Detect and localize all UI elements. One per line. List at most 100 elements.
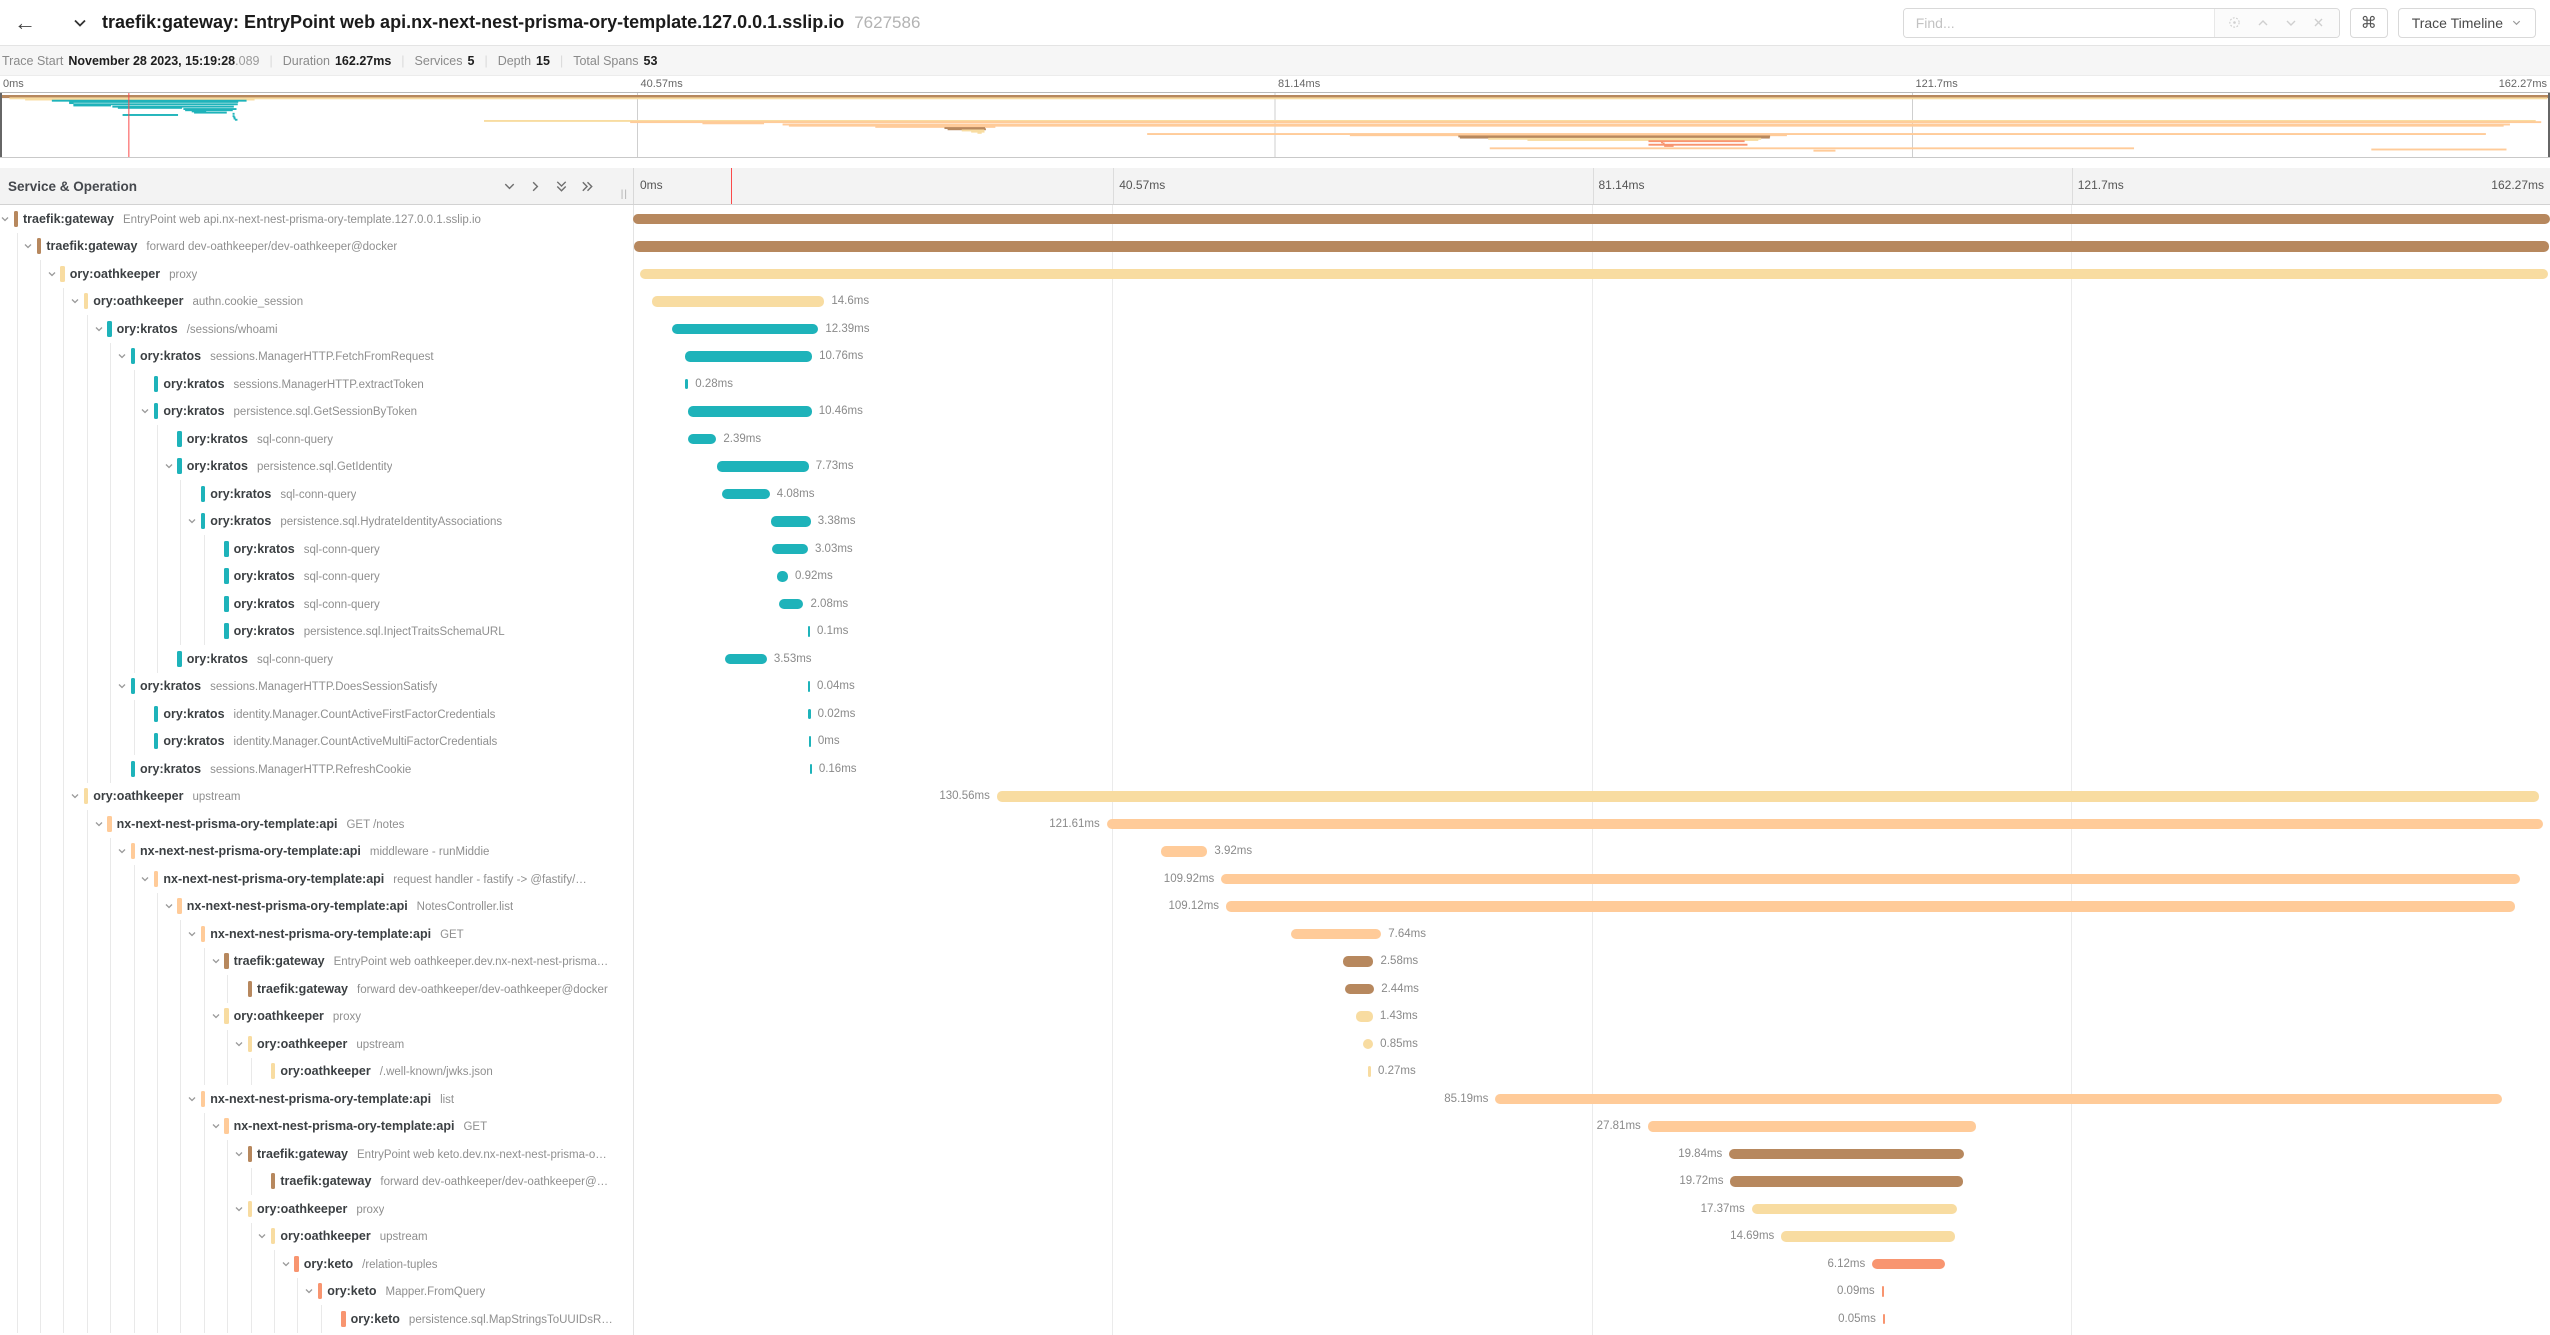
keyboard-shortcuts-button[interactable]: ⌘ xyxy=(2349,7,2388,38)
span-duration-bar[interactable] xyxy=(807,681,811,692)
span-duration-bar[interactable] xyxy=(1881,1286,1884,1297)
span-row[interactable]: nx-next-nest-prisma-ory-template:api Note… xyxy=(0,892,2550,920)
span-row[interactable]: ory:oathkeeper upstream 0.85ms xyxy=(0,1030,2550,1058)
collapse-chevron-icon[interactable] xyxy=(211,956,221,966)
span-duration-bar[interactable] xyxy=(1355,1011,1373,1022)
collapse-chevron-icon[interactable] xyxy=(187,516,197,526)
span-duration-bar[interactable] xyxy=(1729,1148,1964,1159)
span-row[interactable]: ory:keto Mapper.FromQuery 0.09ms xyxy=(0,1277,2550,1305)
collapse-chevron-icon[interactable] xyxy=(70,791,80,801)
collapse-chevron-icon[interactable] xyxy=(211,1121,221,1131)
collapse-chevron-icon[interactable] xyxy=(164,901,174,911)
span-duration-bar[interactable] xyxy=(684,378,689,389)
span-row[interactable]: ory:keto persistence.sql.MapStringsToUUID… xyxy=(0,1305,2550,1333)
span-duration-bar[interactable] xyxy=(1221,873,2520,884)
chevron-down-icon[interactable] xyxy=(2277,17,2305,29)
collapse-chevron-icon[interactable] xyxy=(187,1094,197,1104)
span-row[interactable]: nx-next-nest-prisma-ory-template:api midd… xyxy=(0,837,2550,865)
collapse-chevron-icon[interactable] xyxy=(47,269,57,279)
collapse-one-icon[interactable] xyxy=(502,179,517,194)
collapse-chevron-icon[interactable] xyxy=(257,1231,267,1241)
span-duration-bar[interactable] xyxy=(1363,1038,1374,1049)
span-row[interactable]: traefik:gateway forward dev-oathkeeper/de… xyxy=(0,232,2550,260)
span-duration-bar[interactable] xyxy=(721,488,770,499)
chevron-up-icon[interactable] xyxy=(2249,17,2277,29)
timeline-ruler[interactable]: 0ms 40.57ms 81.14ms 121.7ms 162.27ms xyxy=(633,168,2550,204)
span-duration-bar[interactable] xyxy=(770,516,811,527)
span-row[interactable]: nx-next-nest-prisma-ory-template:api GET 2… xyxy=(0,1112,2550,1140)
span-duration-bar[interactable] xyxy=(1751,1203,1957,1214)
span-duration-bar[interactable] xyxy=(1781,1231,1955,1242)
span-row[interactable]: traefik:gateway EntryPoint web api.nx-nex… xyxy=(0,205,2550,233)
span-row[interactable]: ory:oathkeeper /.well-known/jwks.json 0.27… xyxy=(0,1057,2550,1085)
span-row[interactable]: ory:oathkeeper upstream 14.69ms xyxy=(0,1222,2550,1250)
span-duration-bar[interactable] xyxy=(1730,1176,1964,1187)
span-duration-bar[interactable] xyxy=(688,406,812,417)
span-row[interactable]: ory:kratos sessions.ManagerHTTP.extractTo… xyxy=(0,370,2550,398)
span-row[interactable]: traefik:gateway EntryPoint web keto.dev.n… xyxy=(0,1140,2550,1168)
span-duration-bar[interactable] xyxy=(808,736,811,747)
span-duration-bar[interactable] xyxy=(1161,846,1208,857)
span-duration-bar[interactable] xyxy=(1106,818,2544,829)
collapse-chevron-icon[interactable] xyxy=(94,324,104,334)
span-duration-bar[interactable] xyxy=(1647,1121,1977,1132)
collapse-all-icon[interactable] xyxy=(554,179,569,194)
span-row[interactable]: ory:kratos identity.Manager.CountActiveFi… xyxy=(0,700,2550,728)
span-duration-bar[interactable] xyxy=(996,791,2540,802)
minimap-timeline[interactable] xyxy=(0,92,2550,158)
column-resize-grip[interactable]: || xyxy=(620,189,628,200)
span-duration-bar[interactable] xyxy=(1226,901,2516,912)
span-duration-bar[interactable] xyxy=(717,461,809,472)
span-duration-bar[interactable] xyxy=(777,571,788,582)
span-duration-bar[interactable] xyxy=(633,213,2550,224)
collapse-chevron-icon[interactable] xyxy=(211,1011,221,1021)
target-icon[interactable] xyxy=(2221,16,2249,29)
collapse-chevron-icon[interactable] xyxy=(164,461,174,471)
collapse-title-chevron-icon[interactable] xyxy=(72,15,88,31)
span-row[interactable]: ory:kratos sql-conn-query 2.39ms xyxy=(0,425,2550,453)
collapse-chevron-icon[interactable] xyxy=(94,819,104,829)
span-row[interactable]: ory:oathkeeper proxy xyxy=(0,260,2550,288)
span-row[interactable]: ory:kratos sql-conn-query 2.08ms xyxy=(0,590,2550,618)
span-duration-bar[interactable] xyxy=(634,241,2550,252)
collapse-chevron-icon[interactable] xyxy=(117,351,127,361)
collapse-chevron-icon[interactable] xyxy=(117,681,127,691)
span-duration-bar[interactable] xyxy=(772,543,808,554)
span-duration-bar[interactable] xyxy=(1367,1066,1371,1077)
span-row[interactable]: ory:kratos sessions.ManagerHTTP.FetchFrom… xyxy=(0,342,2550,370)
collapse-chevron-icon[interactable] xyxy=(187,929,197,939)
span-row[interactable]: ory:kratos sql-conn-query 0.92ms xyxy=(0,562,2550,590)
span-duration-bar[interactable] xyxy=(778,598,804,609)
span-duration-bar[interactable] xyxy=(725,653,767,664)
span-row[interactable]: nx-next-nest-prisma-ory-template:api requ… xyxy=(0,865,2550,893)
back-arrow-icon[interactable]: ← xyxy=(14,9,36,35)
span-duration-bar[interactable] xyxy=(1495,1093,2502,1104)
span-duration-bar[interactable] xyxy=(688,433,717,444)
span-row[interactable]: nx-next-nest-prisma-ory-template:api GET 7… xyxy=(0,920,2550,948)
span-duration-bar[interactable] xyxy=(1882,1313,1886,1324)
span-row[interactable]: ory:kratos sql-conn-query 3.53ms xyxy=(0,645,2550,673)
span-duration-bar[interactable] xyxy=(1345,983,1375,994)
span-duration-bar[interactable] xyxy=(671,323,819,334)
column-divider[interactable] xyxy=(633,205,634,1335)
collapse-chevron-icon[interactable] xyxy=(140,874,150,884)
collapse-chevron-icon[interactable] xyxy=(0,214,10,224)
expand-one-icon[interactable] xyxy=(528,179,543,194)
span-row[interactable]: ory:kratos persistence.sql.InjectTraitsSc… xyxy=(0,617,2550,645)
span-duration-bar[interactable] xyxy=(808,708,811,719)
span-row[interactable]: traefik:gateway EntryPoint web oathkeeper… xyxy=(0,947,2550,975)
span-row[interactable]: ory:kratos persistence.sql.GetSessionByTo… xyxy=(0,397,2550,425)
span-row[interactable]: ory:keto/relation-tuples 6.12ms xyxy=(0,1250,2550,1278)
collapse-chevron-icon[interactable] xyxy=(304,1286,314,1296)
collapse-chevron-icon[interactable] xyxy=(234,1039,244,1049)
expand-all-icon[interactable] xyxy=(580,179,595,194)
span-row[interactable]: ory:oathkeeper upstream 130.56ms xyxy=(0,782,2550,810)
collapse-chevron-icon[interactable] xyxy=(234,1204,244,1214)
collapse-chevron-icon[interactable] xyxy=(117,846,127,856)
span-duration-bar[interactable] xyxy=(1291,928,1382,939)
span-row[interactable]: nx-next-nest-prisma-ory-template:api GET … xyxy=(0,810,2550,838)
span-row[interactable]: ory:kratos sessions.ManagerHTTP.RefreshCo… xyxy=(0,755,2550,783)
collapse-chevron-icon[interactable] xyxy=(234,1149,244,1159)
span-row[interactable]: ory:kratos sessions.ManagerHTTP.DoesSessi… xyxy=(0,672,2550,700)
span-row[interactable]: ory:oathkeeper authn.cookie_session 14.6ms xyxy=(0,287,2550,315)
